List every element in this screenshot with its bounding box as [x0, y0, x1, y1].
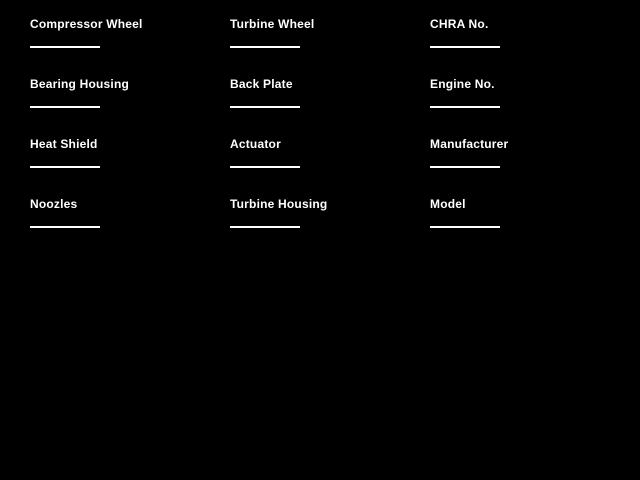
field-blank-line	[430, 46, 500, 48]
field-blank-line	[30, 166, 100, 168]
field-label: Bearing Housing	[30, 77, 130, 91]
field-blank-line	[430, 226, 500, 228]
field-blank-line	[30, 226, 100, 228]
field-blank-line	[30, 46, 100, 48]
field-label: Engine No.	[430, 77, 495, 91]
field-blank-line	[430, 106, 500, 108]
field-actuator: Actuator	[230, 137, 410, 187]
field-turbine-housing: Turbine Housing	[230, 197, 410, 247]
field-chra-no: CHRA No.	[430, 17, 610, 67]
field-label: Compressor Wheel	[30, 17, 143, 31]
field-noozles: Noozles	[30, 197, 210, 247]
field-label: CHRA No.	[430, 17, 489, 31]
field-bearing-housing: Bearing Housing	[30, 77, 210, 127]
field-blank-line	[430, 166, 500, 168]
field-label: Back Plate	[230, 77, 293, 91]
field-label: Noozles	[30, 197, 78, 211]
field-heat-shield: Heat Shield	[30, 137, 210, 187]
field-blank-line	[230, 46, 300, 48]
field-blank-line	[230, 226, 300, 228]
field-label: Actuator	[230, 137, 281, 151]
field-label: Turbine Wheel	[230, 17, 315, 31]
field-compressor-wheel: Compressor Wheel	[30, 17, 210, 67]
field-label: Heat Shield	[30, 137, 98, 151]
field-manufacturer: Manufacturer	[430, 137, 610, 187]
field-model: Model	[430, 197, 610, 247]
field-blank-line	[30, 106, 100, 108]
field-label: Model	[430, 197, 466, 211]
field-turbine-wheel: Turbine Wheel	[230, 17, 410, 67]
field-blank-line	[230, 106, 300, 108]
field-engine-no: Engine No.	[430, 77, 610, 127]
field-label: Manufacturer	[430, 137, 509, 151]
field-blank-line	[230, 166, 300, 168]
field-label: Turbine Housing	[230, 197, 328, 211]
field-back-plate: Back Plate	[230, 77, 410, 127]
